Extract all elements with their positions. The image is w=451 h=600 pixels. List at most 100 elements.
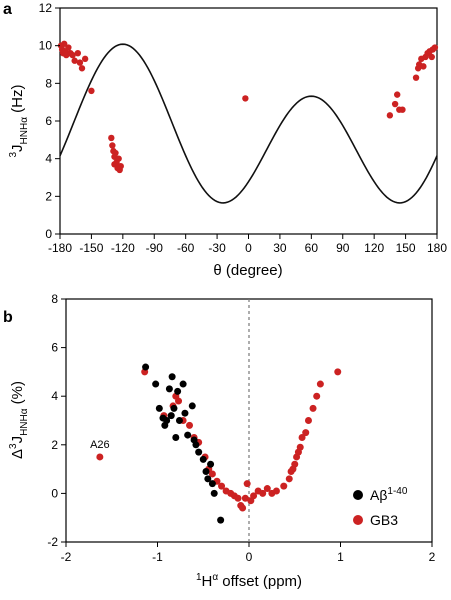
panel-a-points [57,40,439,174]
gb3-point-26 [259,489,267,497]
gb3-point-29 [272,487,280,495]
panel-a-point-6 [65,44,72,51]
panel-a-x-tick-label-12: 180 [427,241,447,255]
panel-a-point-28 [391,100,399,108]
panel-a-y-ticks: 0 2 4 6 8 10 12 [39,1,60,241]
abeta-point-16 [188,402,196,410]
panel-a-y-tick-label-1: 2 [45,189,52,203]
panel-a-plot-frame [59,7,438,235]
abeta-point-19 [195,448,203,456]
panel-a-karplus-curve [59,43,438,204]
panel-a-x-tick-label-2: -120 [111,241,135,255]
panel-a-point-8 [69,51,76,59]
panel-b-y-axis-main: J [9,436,26,444]
panel-a-point-27 [386,112,394,119]
panel-a-y-tick-label-4: 8 [45,76,52,90]
abeta-point-11 [174,387,182,395]
panel-a-x-tick-label-0: -180 [48,241,72,255]
panel-b-y-tick-label-4: 6 [51,341,58,355]
abeta-point-0 [142,363,150,371]
gb3-point-40 [304,417,312,424]
panel-a-x-axis-title: θ (degree) [213,262,282,279]
panel-b-x-axis-main: H [202,573,213,590]
legend-swatch-abeta [353,490,363,500]
gb3-point-38 [298,434,306,442]
panel-a-y-tick-label-5: 10 [39,39,53,53]
abeta-point-1 [152,380,160,388]
gb3-point-24 [250,492,258,500]
abeta-point-20 [199,455,207,463]
panel-a-y-axis-sub: HNHα [19,117,30,145]
abeta-point-12 [175,417,183,424]
panel-a-point-10 [74,50,82,57]
gb3-point-14 [218,482,226,490]
abeta-point-13 [179,380,187,388]
gb3-point-20 [239,504,247,512]
panel-a-point-40 [428,53,435,61]
abeta-point-14 [181,409,189,417]
gb3-point-12 [208,470,216,478]
abeta-point-15 [184,431,192,439]
abeta-point-22 [204,475,212,483]
gb3-point-30 [280,482,288,490]
panel-a-y-tick-label-6: 12 [39,1,53,15]
panel-a-point-11 [76,59,84,66]
panel-b-y-axis-sup: 3 [8,443,19,449]
abeta-point-25 [210,489,218,497]
panel-a-y-axis-title: 3JHNHα (Hz) [8,84,30,157]
panel-b-y-tick-label-3: 4 [51,389,58,403]
panel-a-y-axis-main: J [9,144,26,152]
abeta-point-23 [207,460,215,468]
abeta-point-5 [163,417,171,424]
panel-a-x-tick-label-8: 60 [305,241,319,255]
panel-a-label: a [3,1,12,18]
gb3-point-44 [334,368,342,376]
abeta-point-21 [202,468,210,476]
panel-a-point-15 [108,134,115,142]
panel-a-y-tick-label-2: 4 [45,152,52,166]
panel-a-point-3 [60,40,68,47]
panel-a-x-tick-label-11: 150 [396,241,416,255]
panel-b-annotation-a26: A26 [90,439,110,451]
gb3-point-21 [241,494,249,502]
abeta-point-10 [172,434,180,442]
panel-b-y-tick-label-0: -2 [47,535,58,549]
panel-b-x-axis-rest: offset (ppm) [218,573,302,590]
gb3-point-18 [234,494,242,502]
gb3-point-34 [291,460,299,468]
legend-label-abeta-sup: 1-40 [387,486,407,497]
panel-a-x-tick-label-1: -150 [79,241,103,255]
panel-b-points [96,363,342,524]
abeta-point-7 [167,412,175,420]
panel-a-point-23 [115,155,122,162]
gb3-point-27 [263,485,271,493]
panel-a-y-axis-sup: 3 [8,152,19,158]
gb3-point-41 [309,404,317,412]
panel-a-point-26 [242,95,249,102]
panel-a-point-42 [431,44,439,51]
panel-b-x-tick-label-4: 2 [429,550,436,564]
panel-b-y-axis-title: Δ3JHNHα (%) [8,381,30,459]
gb3-point-42 [313,392,321,400]
gb3-point-7 [186,421,194,429]
panel-a-x-tick-label-9: 90 [336,241,350,255]
panel-a-x-tick-label-4: -60 [177,241,195,255]
panel-a-x-tick-label-6: 0 [245,241,252,255]
legend-label-gb3: GB3 [370,512,398,528]
panel-b-y-axis-sub: HNHα [19,408,30,436]
panel-a-point-12 [78,65,86,72]
panel-b-label: b [3,309,13,326]
panel-a-point-32 [412,74,420,81]
panel-b-y-tick-label-1: 0 [51,486,58,500]
panel-a: a -180 -150 -120 -90 -60 -30 0 30 60 90 120 150 180 … [3,1,447,279]
panel-b-x-tick-label-2: 0 [246,550,253,564]
panel-a-point-31 [399,106,406,113]
panel-a-y-axis-unit: (Hz) [9,84,26,117]
gb3-point-43 [316,380,324,388]
panel-b-x-tick-label-3: 1 [337,550,344,564]
legend-swatch-gb3 [353,515,363,525]
panel-b-y-tick-label-5: 8 [51,292,58,306]
panel-a-y-tick-label-3: 6 [45,114,52,128]
panel-a-x-tick-label-3: -90 [146,241,164,255]
abeta-point-9 [170,404,178,412]
